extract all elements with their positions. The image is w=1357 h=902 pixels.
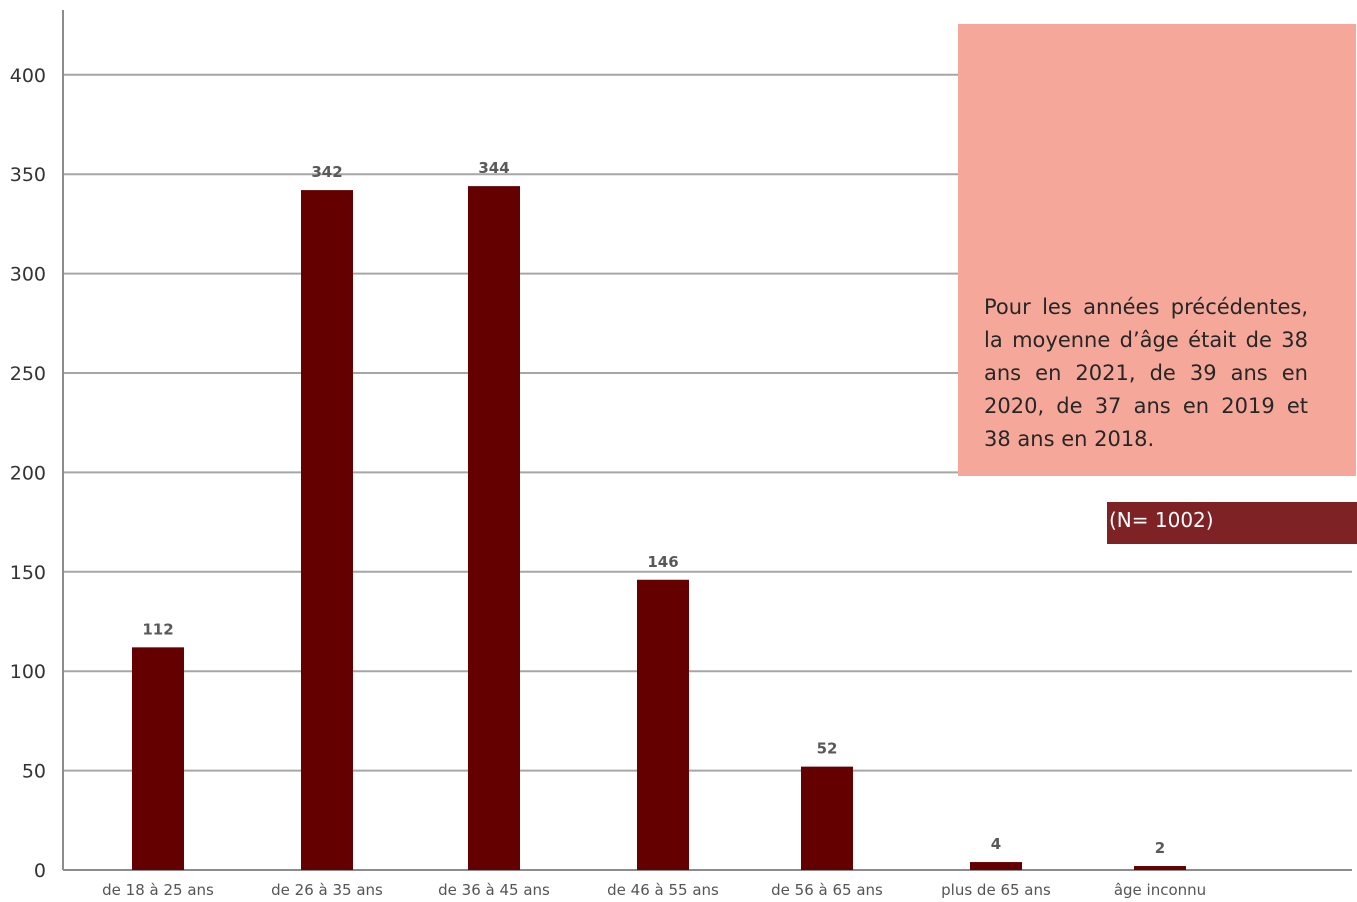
x-tick-label: de 36 à 45 ans: [438, 881, 550, 899]
x-tick-label: de 56 à 65 ans: [771, 881, 883, 899]
x-tick-label: plus de 65 ans: [941, 881, 1051, 899]
x-tick-label: de 18 à 25 ans: [102, 881, 214, 899]
y-tick-label: 150: [10, 562, 46, 584]
x-tick-label: de 26 à 35 ans: [271, 881, 383, 899]
y-tick-label: 200: [10, 462, 46, 484]
data-label: 146: [647, 553, 678, 571]
y-tick-label: 250: [10, 363, 46, 385]
bar: [801, 766, 853, 870]
bar: [637, 579, 689, 870]
note-text: Pour les années précédentes, la moyenne …: [984, 295, 1308, 451]
y-tick-label: 50: [22, 761, 46, 783]
y-axis-tick-labels: 0 50 100 150 200 250 300 350 400: [10, 65, 46, 882]
bar: [468, 186, 520, 871]
bar: [1134, 866, 1186, 870]
bars: [132, 186, 1186, 871]
data-label: 52: [817, 740, 838, 758]
y-tick-label: 100: [10, 661, 46, 683]
data-labels: 112 342 344 146 52 4 2: [142, 159, 1165, 857]
data-label: 4: [991, 835, 1001, 853]
x-tick-label: âge inconnu: [1114, 881, 1206, 899]
gridlines: [63, 73, 1352, 871]
y-tick-label: 350: [10, 164, 46, 186]
x-axis-tick-labels: de 18 à 25 ans de 26 à 35 ans de 36 à 45 a…: [102, 881, 1206, 899]
bar: [970, 862, 1022, 870]
y-tick-label: 0: [34, 860, 46, 882]
data-label: 112: [142, 620, 173, 638]
x-tick-label: de 46 à 55 ans: [607, 881, 719, 899]
note-box: Pour les années précédentes, la moyenne …: [958, 24, 1356, 476]
y-tick-label: 300: [10, 264, 46, 286]
data-label: 344: [478, 159, 509, 177]
bar: [301, 190, 353, 870]
data-label: 342: [311, 163, 342, 181]
bar: [132, 647, 184, 870]
data-label: 2: [1155, 839, 1165, 857]
y-tick-label: 400: [10, 65, 46, 87]
sample-size-badge: (N= 1002): [1107, 502, 1357, 544]
